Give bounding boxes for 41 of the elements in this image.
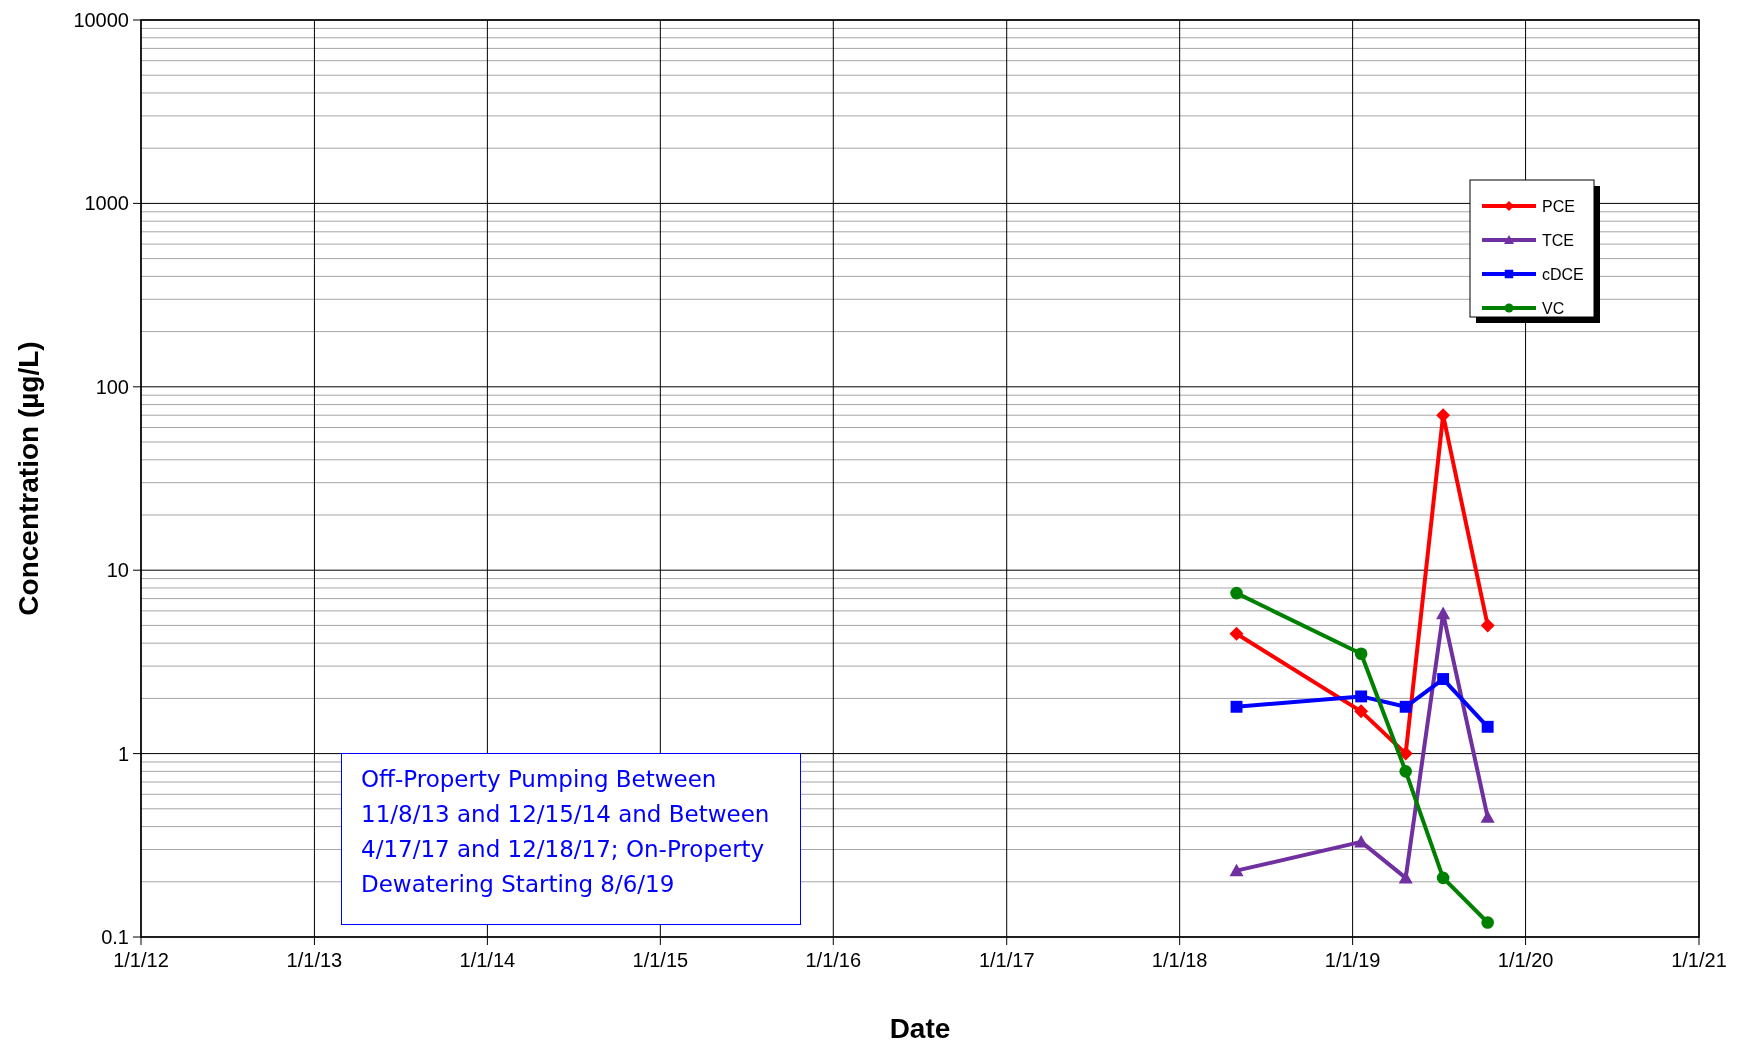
- point: [1230, 700, 1243, 713]
- point: [1480, 618, 1495, 633]
- x-tick-label: 1/1/18: [1151, 949, 1208, 971]
- x-tick-label: 1/1/15: [632, 949, 689, 971]
- point: [1436, 606, 1451, 620]
- point: [1354, 704, 1369, 719]
- point: [1355, 690, 1368, 703]
- y-tick-label: 1000: [84, 192, 129, 215]
- point: [1481, 916, 1494, 929]
- point: [1436, 871, 1450, 885]
- point: [1398, 746, 1413, 761]
- x-tick-label: 1/1/21: [1671, 949, 1727, 971]
- x-tick-label: 1/1/13: [286, 949, 343, 971]
- x-tick-label: 1/1/19: [1324, 949, 1381, 971]
- y-tick-label: 1: [117, 742, 129, 765]
- legend-label: cDCE: [1542, 266, 1584, 283]
- y-tick-label: 0.1: [101, 926, 129, 948]
- y-tick-label: 100: [95, 375, 129, 398]
- legend-label: VC: [1542, 300, 1565, 317]
- y-tick-label: 10: [106, 559, 129, 582]
- point: [1230, 586, 1243, 600]
- point: [1399, 700, 1412, 713]
- point: [1229, 626, 1244, 641]
- point: [1229, 863, 1244, 877]
- x-axis-title: Date: [889, 1013, 951, 1044]
- x-tick-label: 1/1/20: [1497, 949, 1554, 971]
- y-tick-label: 10000: [73, 9, 129, 31]
- x-tick-label: 1/1/17: [978, 949, 1035, 971]
- legend-label: TCE: [1542, 232, 1574, 249]
- annotation: Off-Property Pumping Between 11/8/13 and 12/15/14 and Between 4/17/17 and 12/18/17; On-Property Dewatering Starting 8/6/19: [341, 753, 801, 925]
- point: [1481, 720, 1494, 733]
- point: [1480, 810, 1495, 823]
- point: [1398, 870, 1413, 884]
- legend-label: PCE: [1542, 198, 1575, 215]
- x-tick-label: 1/1/16: [805, 949, 862, 971]
- x-tick-label: 1/1/12: [113, 949, 169, 971]
- point: [1399, 765, 1412, 778]
- point: [1437, 673, 1450, 685]
- point: [1354, 647, 1368, 661]
- x-tick-label: 1/1/14: [459, 949, 516, 971]
- y-axis-title: Concentration (µg/L): [13, 341, 44, 616]
